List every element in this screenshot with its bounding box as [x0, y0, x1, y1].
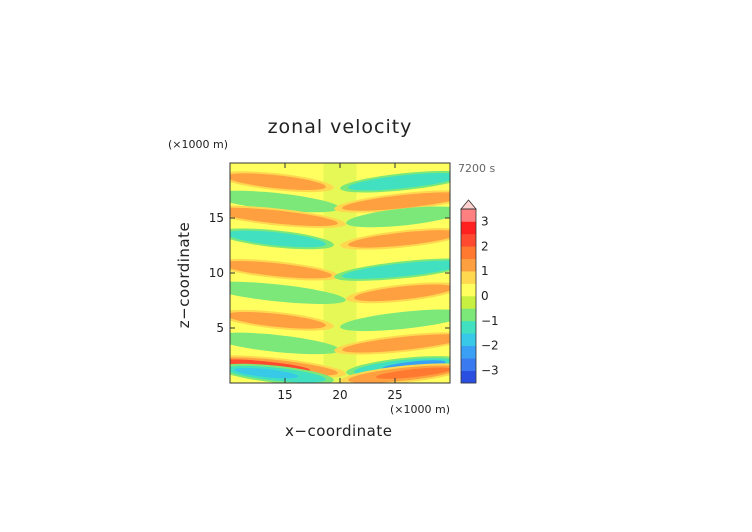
colorbar-segment	[461, 296, 476, 309]
colorbar-segment	[461, 258, 476, 272]
colorbar-tick-label: −3	[481, 364, 499, 378]
colorbar-segment	[461, 283, 476, 297]
colorbar-segment	[461, 345, 476, 359]
field-band	[230, 228, 334, 250]
colorbar-extend-arrow	[460, 199, 477, 210]
colorbar-segment	[461, 271, 476, 284]
field-band	[334, 258, 450, 281]
colorbar-segment	[461, 308, 476, 322]
y-tick-label: 10	[209, 266, 224, 280]
colorbar-segment	[461, 209, 476, 222]
plot-axes: 15 20 25 5 10 15	[209, 162, 451, 402]
field-band	[340, 228, 450, 250]
field-band	[346, 282, 450, 304]
field-band	[340, 309, 450, 332]
y-tick-label: 5	[216, 321, 224, 335]
colorbar-segment	[461, 358, 476, 371]
colorbar-tick-label: −2	[481, 339, 499, 353]
colorbar-segment	[461, 221, 476, 235]
field-band	[340, 170, 450, 193]
field-band	[230, 332, 340, 355]
x-tick-label: 15	[277, 388, 292, 402]
field-band	[334, 332, 450, 355]
colorbar-tick-label: 0	[481, 289, 489, 303]
field-band	[230, 258, 340, 281]
colorbar-segment	[461, 370, 476, 384]
y-tick-label: 15	[209, 211, 224, 225]
x-axis-label: x−coordinate	[285, 422, 393, 440]
field-band	[230, 171, 334, 193]
colorbar: 3 2 1 0 −1 −2 −3	[460, 199, 499, 384]
field-band	[230, 281, 346, 304]
time-label: 7200 s	[458, 162, 496, 175]
x-axis-unit: (×1000 m)	[390, 403, 451, 416]
colorbar-segment	[461, 320, 476, 334]
colorbar-tick-label: 1	[481, 264, 489, 278]
field-band	[340, 363, 450, 383]
y-axis-unit: (×1000 m)	[168, 138, 229, 151]
field-band	[230, 190, 340, 213]
colorbar-segment	[461, 233, 476, 247]
colorbar-tick-label: 3	[481, 214, 489, 228]
velocity-field	[230, 163, 450, 383]
colorbar-segment	[461, 333, 476, 347]
colorbar-segment	[461, 246, 476, 260]
colorbar-frame	[460, 208, 477, 384]
field-band	[230, 205, 346, 229]
colorbar-tick-label: 2	[481, 239, 489, 253]
field-band	[230, 309, 334, 331]
x-tick-label: 25	[387, 388, 402, 402]
colorbar-tick-label: −1	[481, 314, 499, 328]
chart-title: zonal velocity	[267, 116, 413, 138]
field-band	[230, 363, 334, 383]
x-tick-label: 20	[332, 388, 347, 402]
field-band	[334, 190, 450, 213]
field-band	[346, 206, 450, 228]
